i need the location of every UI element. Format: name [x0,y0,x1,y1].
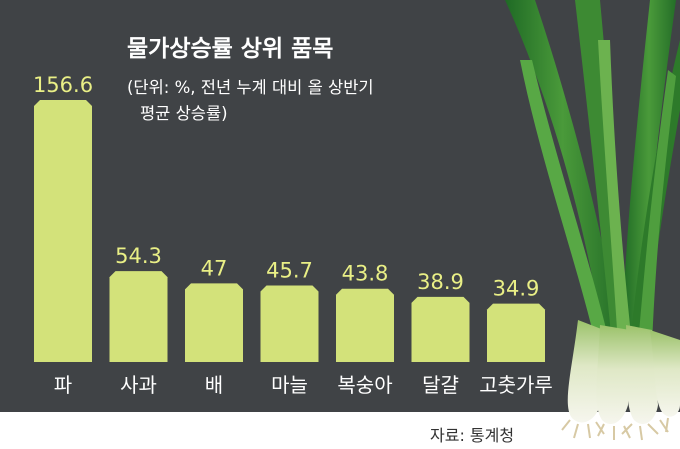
value-label-3: 45.7 [266,259,313,283]
chart-subtitle-line1: (단위: %, 전년 누계 대비 올 상반기 [127,78,374,97]
source-note: 자료: 통계청 [430,426,514,445]
value-label-4: 43.8 [342,262,389,286]
category-label-2: 배 [205,373,223,397]
category-label-0: 파 [54,373,72,397]
chart-subtitle-line2: 평균 상승률) [140,104,228,123]
value-label-6: 34.9 [493,277,540,301]
bar-1 [109,271,168,362]
bar-4 [336,288,394,362]
category-label-6: 고춧가루 [479,373,553,397]
bar-5 [411,296,470,362]
bar-2 [185,283,243,362]
value-label-2: 47 [201,256,228,280]
value-label-0: 156.6 [33,73,93,97]
bar-6 [487,303,545,362]
category-label-3: 마늘 [271,373,308,397]
category-label-4: 복숭아 [337,373,392,397]
green-onion-icon [505,0,680,441]
category-label-1: 사과 [120,373,157,397]
category-label-5: 달걀 [422,373,459,397]
bar-3 [260,285,319,362]
bar-group: 156.6 파 54.3 사과 47 배 45.7 마늘 43.8 복숭아 38.9 달걀 34.9 고춧… [33,73,553,397]
value-label-1: 54.3 [115,244,162,268]
chart-title: 물가상승률 상위 품목 [127,36,333,62]
bar-0 [34,100,92,362]
value-label-5: 38.9 [417,270,464,294]
